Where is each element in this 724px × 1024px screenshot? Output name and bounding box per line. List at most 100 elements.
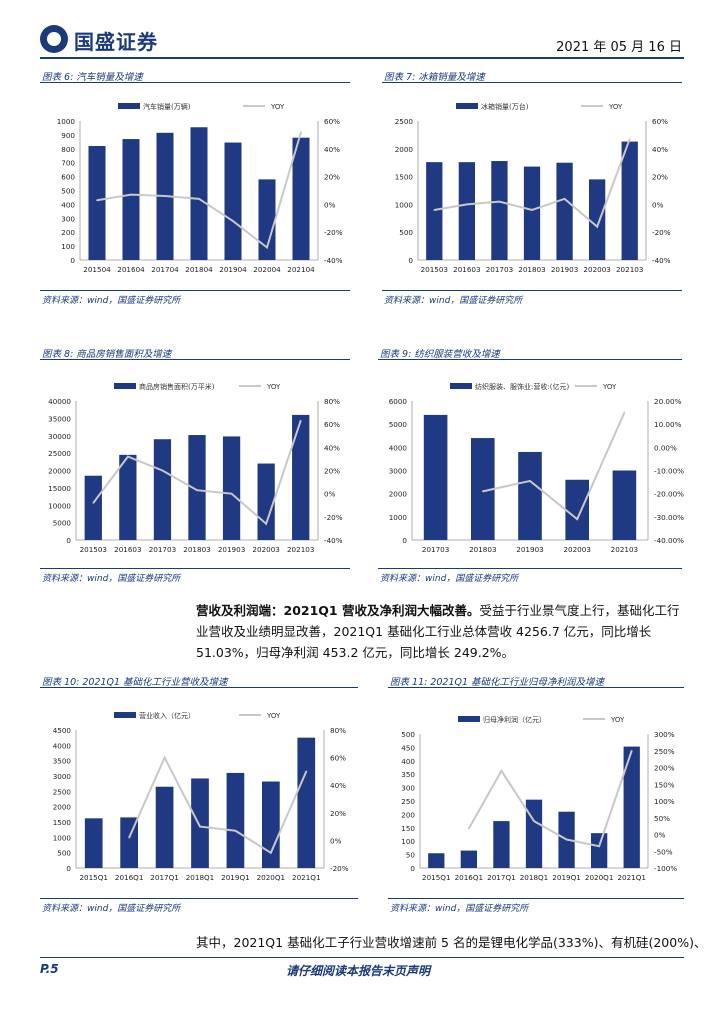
bar (471, 438, 495, 540)
bar (188, 435, 206, 540)
bar (591, 833, 608, 868)
chart-legend: 冰箱销量(万台) YOY (456, 102, 623, 111)
figure-9-rule (378, 359, 682, 360)
bar (222, 436, 241, 540)
yoy-point (230, 492, 233, 495)
y-left-tick-label: 0 (66, 864, 71, 873)
y-right-tick-label: 80% (330, 726, 346, 735)
disclaimer-note: 请仔细阅读本报告末页声明 (286, 964, 431, 978)
figure-7-title: 图表 7: 冰箱销量及增速 (384, 72, 485, 83)
chart-legend: 汽车销量(万辆) YOY (118, 102, 285, 111)
yoy-point (576, 518, 578, 520)
chart-svg: 冰箱销量(万台) YOY 0 500 1000 1500 2000 2500 -40% -20% 0… (395, 102, 671, 274)
x-tick-label: 2020Q1 (257, 873, 286, 882)
yoy-point (266, 246, 268, 249)
bar (122, 139, 140, 260)
x-tick-label: 2018Q1 (520, 873, 549, 882)
bar (84, 475, 102, 540)
y-right-tick-label: 40% (652, 145, 668, 154)
chart-svg: 商品房销售面积(万平米) YOY 0 5000 10000 15000 20000 25000… (48, 382, 343, 554)
bar (224, 142, 242, 260)
y-left-tick-label: 2000 (53, 803, 72, 812)
figure-11-title: 图表 11: 2021Q1 基础化工行业归母净利润及增速 (390, 677, 605, 688)
yoy-point (299, 419, 302, 422)
y-right-tick-label: 0% (324, 200, 336, 209)
x-tick-label: 201503 (421, 265, 448, 274)
legend-bar-swatch (450, 383, 472, 389)
x-tick-label: 201703 (149, 545, 176, 554)
legend-bar-label: 冰箱销量(万台) (481, 102, 529, 111)
y-right-tick-label: 0.00% (654, 443, 677, 452)
figure-9-title: 图表 9: 纺织服装营收及增速 (380, 349, 500, 360)
y-right-tick-label: -20% (330, 864, 349, 873)
y-left-tick-label: 500 (401, 730, 415, 739)
yoy-point (500, 770, 503, 772)
legend-line-label: YOY (270, 103, 285, 111)
y-left-tick-label: 0 (70, 256, 75, 265)
y-left-tick-label: 1000 (395, 200, 414, 209)
yoy-point (198, 198, 200, 200)
x-tick-label: 201603 (114, 545, 141, 554)
y-right-tick-label: -10.00% (654, 467, 684, 476)
yoy-line (128, 755, 308, 855)
bar (623, 746, 640, 868)
y-left-tick-label: 100 (61, 242, 75, 251)
y-right-tick-label: -20.00% (654, 490, 684, 499)
yoy-point (300, 131, 302, 133)
yoy-point (482, 490, 484, 493)
y-left-tick-label: 100 (401, 837, 415, 846)
chart-legend: 营业收入（亿元） YOY (114, 711, 281, 720)
y-right-tick-label: 40% (324, 443, 340, 452)
y-left-tick-label: 5000 (389, 420, 408, 429)
yoy-point (529, 480, 531, 482)
bar (556, 162, 573, 260)
body-paragraph: 营收及利润端：2021Q1 营收及净利润大幅改善。受益于行业景气度上行，基础化工… (196, 600, 686, 663)
y-left-tick-label: 2500 (53, 787, 72, 796)
legend-bar-label: 营业收入（亿元） (139, 711, 195, 720)
paragraph-body: 受益于行业景气度上行，基础化工行业营收及业绩明显改善，2021Q1 基础化工行业… (196, 603, 680, 660)
chart-8: 商品房销售面积(万平米) YOY 0 5000 10000 15000 20000 25000… (36, 375, 360, 560)
y-right-tick-label: 0% (324, 490, 336, 499)
y-left-tick-label: 0 (408, 256, 413, 265)
bar (84, 818, 103, 868)
y-left-tick-label: 1500 (53, 818, 72, 827)
bar (589, 179, 606, 260)
legend-bar-swatch (458, 716, 480, 722)
x-tick-label: 201903 (218, 545, 245, 554)
figure-11-source: 资料来源：wind，国盛证券研究所 (390, 904, 529, 914)
y-right-tick-label: 0% (652, 200, 664, 209)
bar (262, 781, 280, 868)
x-tick-label: 201704 (151, 265, 179, 274)
y-left-tick-label: 300 (401, 784, 415, 793)
yoy-point (630, 749, 633, 752)
x-tick-label: 202103 (611, 545, 638, 554)
y-left-tick-label: 6000 (389, 397, 408, 406)
y-left-tick-label: 350 (401, 770, 415, 779)
y-left-tick-label: 4000 (389, 443, 408, 452)
chart-svg: 汽车销量(万辆) YOY 0 100 200 300 400 500 600 700 800 900 1… (57, 102, 343, 274)
y-left-tick-label: 400 (61, 200, 75, 209)
figure-11-bottom-rule (388, 898, 684, 899)
y-left-tick-label: 1000 (53, 833, 72, 842)
chart-svg: 归母净利润（亿元） YOY 0 50 100 150 200 250 300 350 400 450 5… (401, 715, 677, 882)
x-tick-label: 201604 (117, 265, 145, 274)
chart-11: 归母净利润（亿元） YOY 0 50 100 150 200 250 300 350 400 450 5… (380, 708, 690, 888)
y-right-tick-label: 20% (324, 467, 340, 476)
x-tick-label: 2018Q1 (186, 873, 215, 882)
y-left-tick-label: 15000 (48, 484, 71, 493)
x-tick-label: 202004 (253, 265, 281, 274)
y-left-tick-label: 5000 (53, 519, 72, 528)
bar (292, 414, 310, 540)
y-right-tick-label: 200% (654, 764, 675, 773)
y-left-tick-label: 3500 (53, 757, 72, 766)
yoy-point (265, 522, 267, 525)
y-left-tick-label: 25000 (48, 449, 71, 458)
x-tick-label: 2016Q1 (115, 873, 144, 882)
x-tick-label: 202103 (287, 545, 314, 554)
report-date: 2021 年 05 月 16 日 (556, 40, 682, 55)
chart-legend: 归母净利润（亿元） YOY (458, 715, 625, 724)
y-right-tick-label: -20% (324, 228, 343, 237)
logo-text: 国盛证券 (74, 30, 158, 54)
y-right-tick-label: -40% (324, 256, 343, 265)
yoy-point (163, 756, 166, 759)
